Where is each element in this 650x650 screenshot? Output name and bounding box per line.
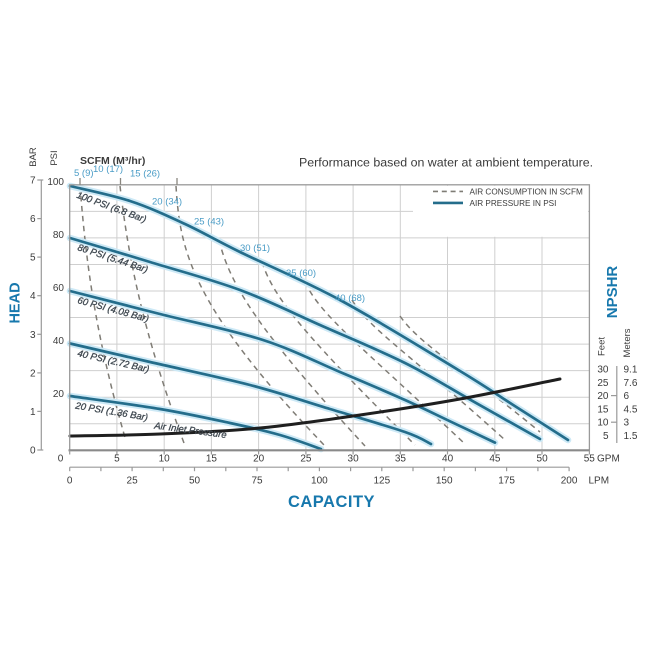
svg-text:5: 5 <box>114 453 120 464</box>
svg-text:55: 55 <box>584 453 596 464</box>
svg-text:30 (51): 30 (51) <box>240 243 270 254</box>
svg-text:5: 5 <box>30 253 36 264</box>
svg-text:HEAD: HEAD <box>8 282 24 323</box>
svg-text:80: 80 <box>53 230 65 241</box>
svg-text:5 (9): 5 (9) <box>74 168 94 179</box>
svg-text:20 (34): 20 (34) <box>152 197 182 208</box>
svg-text:7: 7 <box>30 176 36 187</box>
svg-text:1.5: 1.5 <box>624 431 638 442</box>
svg-text:6: 6 <box>624 391 630 402</box>
svg-text:0: 0 <box>67 476 73 487</box>
svg-text:35 (60): 35 (60) <box>286 268 316 279</box>
svg-text:175: 175 <box>498 476 515 487</box>
svg-text:20: 20 <box>597 391 609 402</box>
svg-text:30: 30 <box>597 365 609 376</box>
svg-text:40 (68): 40 (68) <box>335 293 365 304</box>
svg-text:15 (26): 15 (26) <box>130 169 160 180</box>
svg-text:60: 60 <box>53 283 65 294</box>
svg-text:150: 150 <box>436 476 453 487</box>
svg-text:2: 2 <box>30 368 36 379</box>
svg-text:125: 125 <box>373 476 390 487</box>
svg-text:3: 3 <box>624 418 630 429</box>
svg-text:100: 100 <box>47 177 64 188</box>
svg-text:10 (17): 10 (17) <box>93 164 123 175</box>
svg-text:NPSHR: NPSHR <box>604 266 621 319</box>
svg-text:0: 0 <box>58 453 64 464</box>
svg-text:40: 40 <box>53 336 65 347</box>
svg-text:GPM: GPM <box>597 453 620 464</box>
svg-text:50: 50 <box>537 453 549 464</box>
svg-text:25: 25 <box>127 476 139 487</box>
svg-text:PSI: PSI <box>49 150 60 165</box>
svg-text:AIR PRESSURE IN PSI: AIR PRESSURE IN PSI <box>470 199 557 208</box>
svg-text:200: 200 <box>561 476 578 487</box>
svg-text:10: 10 <box>597 418 609 429</box>
svg-text:BAR: BAR <box>28 147 39 167</box>
svg-text:40: 40 <box>442 453 454 464</box>
svg-text:30: 30 <box>348 453 360 464</box>
svg-text:0: 0 <box>30 446 36 457</box>
svg-text:SCFM (M³/hr): SCFM (M³/hr) <box>80 155 145 167</box>
svg-text:6: 6 <box>30 214 36 225</box>
svg-text:10: 10 <box>159 453 171 464</box>
svg-text:25: 25 <box>300 453 312 464</box>
svg-text:Meters: Meters <box>622 328 633 357</box>
svg-text:AIR CONSUMPTION IN SCFM: AIR CONSUMPTION IN SCFM <box>470 187 583 196</box>
svg-text:15: 15 <box>206 453 218 464</box>
svg-text:25: 25 <box>597 378 609 389</box>
svg-text:4: 4 <box>30 291 36 302</box>
svg-text:CAPACITY: CAPACITY <box>288 493 375 511</box>
svg-text:75: 75 <box>251 476 263 487</box>
svg-text:4.5: 4.5 <box>624 404 638 415</box>
svg-text:3: 3 <box>30 330 36 341</box>
svg-text:15: 15 <box>597 404 609 415</box>
svg-text:7.6: 7.6 <box>624 378 638 389</box>
svg-text:5: 5 <box>603 431 609 442</box>
svg-text:LPM: LPM <box>589 476 610 487</box>
svg-text:35: 35 <box>395 453 407 464</box>
svg-text:20: 20 <box>253 453 265 464</box>
svg-text:20: 20 <box>53 389 65 400</box>
svg-text:25 (43): 25 (43) <box>194 217 224 228</box>
svg-text:9.1: 9.1 <box>624 365 638 376</box>
svg-text:Feet: Feet <box>597 337 608 356</box>
svg-text:1: 1 <box>30 407 36 418</box>
svg-text:45: 45 <box>489 453 501 464</box>
svg-text:100: 100 <box>311 476 328 487</box>
svg-text:Performance based on water at: Performance based on water at ambient te… <box>299 156 593 170</box>
svg-text:50: 50 <box>189 476 201 487</box>
